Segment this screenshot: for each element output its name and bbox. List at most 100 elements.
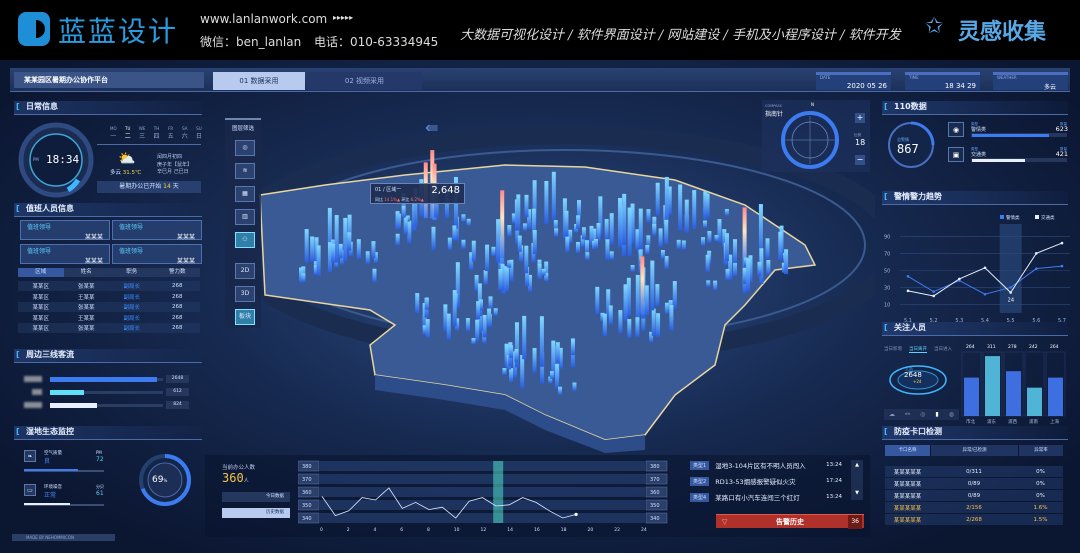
map-bar <box>765 238 770 259</box>
filter-button[interactable]: ◎ <box>235 140 255 156</box>
map-bar <box>395 233 400 246</box>
bar-value-label: 242 <box>1029 344 1038 350</box>
compass-title: 指南针 <box>765 111 784 118</box>
map-bar <box>446 313 451 340</box>
zoom-in-button[interactable]: + <box>855 113 865 123</box>
checkpoint-rate: 0% <box>1036 468 1045 475</box>
count-value: 623 <box>1055 125 1068 133</box>
scroll-up-button[interactable]: ▲ <box>855 462 859 468</box>
table-row[interactable]: 某某区 王某某 副局长 268 <box>18 313 200 323</box>
map-bar <box>431 226 436 250</box>
table-row[interactable]: 某某某某某 0/311 0% <box>885 466 1063 477</box>
map-bar <box>493 308 498 316</box>
weekday-cn: 一 <box>110 133 117 140</box>
today-data-button[interactable]: 今日数据 <box>222 492 290 502</box>
filter-button[interactable]: 板块 <box>235 309 255 325</box>
col-abnormal[interactable]: 异常/已检测 <box>930 445 1018 456</box>
duty-card[interactable]: 值班领导 某某某 <box>112 244 202 265</box>
scroll-down-button[interactable]: ▼ <box>855 490 859 496</box>
clock-dial <box>18 122 94 198</box>
alert-history-button[interactable]: ▽ 告警历史 36 <box>716 514 864 529</box>
filter-button[interactable]: ▥ <box>235 209 255 225</box>
website-link[interactable]: www.lanlanwork.com <box>200 12 328 26</box>
map-bar <box>664 256 669 269</box>
x-tick-label: 20 <box>588 527 594 533</box>
weekday-mo[interactable]: MO 一 <box>110 126 117 148</box>
map-bar <box>681 240 686 250</box>
alert-item[interactable]: 类型1 湿地3-104片区有不明人员闯入 13:24 <box>690 459 842 471</box>
total-ring <box>888 121 935 168</box>
tab-data[interactable]: 01 数据采用 <box>213 72 305 90</box>
y-tick-box-right <box>645 499 668 511</box>
duty-card[interactable]: 值班领导 某某某 <box>20 244 110 265</box>
table-row[interactable]: 某某区 王某某 副局长 268 <box>18 292 200 302</box>
map-bar <box>476 301 481 320</box>
map-3d[interactable] <box>205 95 875 455</box>
map-bar <box>478 299 483 311</box>
map-bar <box>646 209 651 223</box>
table-row[interactable]: 某某区 张某某 副局长 268 <box>18 302 200 312</box>
table-row[interactable]: 某某某某某 2/156 1.6% <box>885 502 1063 513</box>
disc-icon[interactable]: ◍ <box>948 411 954 418</box>
table-row[interactable]: 某某某某某 2/268 1.5% <box>885 514 1063 525</box>
table-row[interactable]: 某某区 张某某 副局长 268 <box>18 281 200 291</box>
col-name[interactable]: 姓名 <box>80 269 92 275</box>
battery-icon[interactable]: ▮ <box>935 411 939 418</box>
time-value: 18 34 29 <box>944 82 976 90</box>
history-data-button[interactable]: 历史数据 <box>222 508 290 518</box>
weekday-th[interactable]: TH 四 <box>153 126 159 148</box>
duty-info-title: 值班人员信息 <box>14 203 202 217</box>
filter-button[interactable]: ⚇ <box>235 232 255 248</box>
people-tab[interactable]: 当日离开 <box>909 347 927 353</box>
services-nav[interactable]: 大数据可视化设计 / 软件界面设计 / 网站建设 / 手机及小程序设计 / 软件… <box>460 28 901 43</box>
weekday-we[interactable]: WE 三 <box>139 126 145 148</box>
weekday-cn: 二 <box>124 133 131 140</box>
col-checkpoint[interactable]: 卡口名称 <box>885 445 930 456</box>
table-row[interactable]: 某某区 张某某 副局长 268 <box>18 323 200 333</box>
cloud-icon[interactable]: ☁ <box>889 411 896 418</box>
map-bar <box>732 260 737 276</box>
duty-card[interactable]: 值班领导 某某某 <box>112 220 202 241</box>
alert-scroller[interactable]: ▲ ▼ <box>851 460 863 500</box>
col-rate[interactable]: 异常率 <box>1018 445 1063 456</box>
alert-item[interactable]: 类型4 某路口有小汽车连闯三个红灯 13:24 <box>690 491 842 503</box>
tab-video[interactable]: 02 视频采用 <box>307 72 422 90</box>
map-bar <box>781 262 786 273</box>
table-row[interactable]: 某某某某某 0/89 0% <box>885 478 1063 489</box>
weather-value: 多云 <box>1043 84 1056 91</box>
map-bar <box>646 235 651 247</box>
weekday-cn: 三 <box>139 133 146 140</box>
map-bar <box>672 281 677 309</box>
alert-item[interactable]: 类型2 RD13-53烟感报警疑似火灾 17:24 <box>690 475 842 487</box>
filter-button[interactable]: 2D <box>235 263 255 279</box>
band <box>320 461 645 471</box>
people-tab[interactable]: 当日新增 <box>884 347 902 352</box>
col-region[interactable]: 区域 <box>18 268 64 277</box>
weekday-sa[interactable]: SA 六 <box>182 126 188 148</box>
weekday-fr[interactable]: FR 五 <box>168 126 174 148</box>
table-row[interactable]: 某某某某某 0/89 0% <box>885 490 1063 501</box>
flow-label-blur <box>32 389 42 395</box>
date-box: DATE 2020 05 26 <box>816 72 891 90</box>
map-region-shape[interactable] <box>259 164 817 441</box>
filter-button[interactable]: ≋ <box>235 163 255 179</box>
map-bar <box>522 223 527 231</box>
target-icon[interactable]: ◎ <box>920 411 926 418</box>
col-title[interactable]: 职务 <box>126 269 138 275</box>
weekday-su[interactable]: SU 日 <box>196 126 202 148</box>
compass-panel: COMPASS 指南针 N + 比例 18 − <box>762 100 870 172</box>
zoom-out-button[interactable]: − <box>855 155 865 165</box>
link-icon[interactable]: ⚯ <box>905 411 911 418</box>
compass-dial-icon[interactable] <box>780 108 840 170</box>
people-tab[interactable]: 当日进入 <box>934 347 952 352</box>
weekday-tu[interactable]: TU 二 <box>125 126 131 148</box>
filter-button[interactable]: 3D <box>235 286 255 302</box>
map-bar <box>544 273 549 282</box>
data-point <box>1060 264 1064 268</box>
map-bar <box>609 213 614 245</box>
col-police[interactable]: 警力数 <box>168 269 186 275</box>
duty-card[interactable]: 值班领导 某某某 <box>20 220 110 241</box>
y-tick-box-right <box>645 473 668 485</box>
filter-button[interactable]: ▦ <box>235 186 255 202</box>
